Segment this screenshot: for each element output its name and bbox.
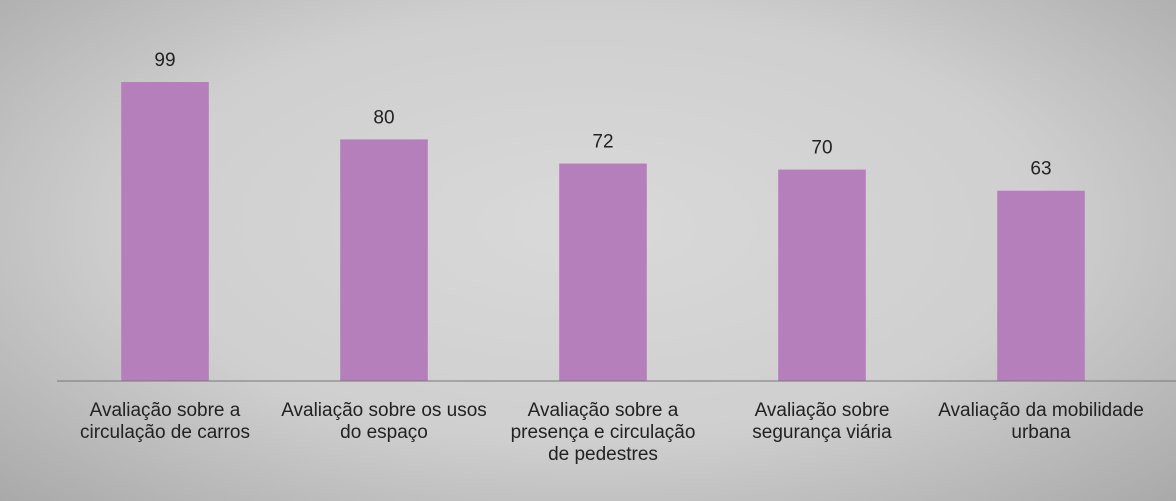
chart: 99 80 72 70 63 Avaliação sobre a circulação … bbox=[0, 0, 1176, 501]
value-label: 70 bbox=[811, 138, 832, 159]
bar bbox=[559, 164, 647, 381]
value-label: 99 bbox=[154, 50, 175, 71]
x-tick-label: Avaliação sobre segurança viária bbox=[717, 400, 927, 444]
bar bbox=[340, 139, 428, 381]
bar bbox=[997, 191, 1085, 381]
bar bbox=[121, 82, 209, 381]
value-label: 72 bbox=[592, 132, 613, 153]
value-label: 63 bbox=[1030, 159, 1051, 180]
x-tick-label: Avaliação sobre a presença e circulação … bbox=[498, 400, 708, 466]
x-tick-label: Avaliação sobre a circulação de carros bbox=[60, 400, 270, 444]
value-label: 80 bbox=[373, 107, 394, 128]
x-tick-label: Avaliação da mobilidade urbana bbox=[936, 400, 1146, 444]
bar bbox=[778, 170, 866, 381]
x-tick-label: Avaliação sobre os usos do espaço bbox=[279, 400, 489, 444]
